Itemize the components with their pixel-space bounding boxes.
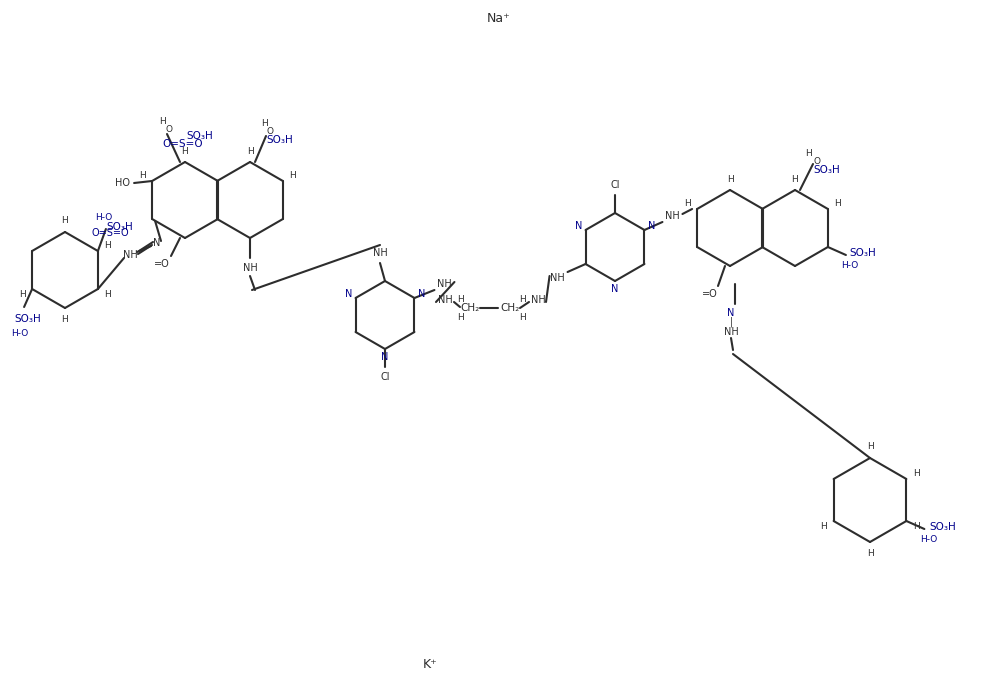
Text: NH: NH: [531, 295, 545, 305]
Text: H: H: [182, 147, 188, 156]
Text: H: H: [247, 147, 253, 156]
Text: O: O: [166, 125, 173, 134]
Text: H: H: [685, 199, 691, 208]
Text: N: N: [727, 308, 735, 318]
Text: H: H: [867, 549, 873, 559]
Text: NH: NH: [373, 248, 387, 258]
Text: O=S=O: O=S=O: [91, 228, 129, 238]
Text: H: H: [806, 149, 812, 158]
Text: H: H: [867, 442, 873, 451]
Text: |: |: [729, 316, 733, 327]
Text: H: H: [792, 175, 798, 184]
Text: N: N: [153, 238, 161, 248]
Text: =O: =O: [154, 259, 170, 269]
Text: SO₃H: SO₃H: [107, 222, 133, 232]
Text: H: H: [820, 522, 827, 531]
Text: H-O: H-O: [11, 329, 29, 338]
Text: SO₃H: SO₃H: [929, 522, 956, 532]
Text: H-O: H-O: [841, 261, 859, 269]
Text: NH: NH: [665, 211, 680, 221]
Text: SO₃H: SO₃H: [850, 248, 876, 258]
Text: H: H: [519, 312, 525, 321]
Text: NH: NH: [437, 279, 452, 289]
Text: N: N: [418, 288, 425, 299]
Text: H: H: [913, 469, 920, 477]
Text: H: H: [62, 216, 68, 225]
Text: H: H: [457, 312, 463, 321]
Text: N: N: [611, 284, 619, 295]
Text: N: N: [575, 221, 582, 231]
Text: H: H: [140, 171, 146, 180]
Text: Cl: Cl: [380, 372, 390, 382]
Text: =O: =O: [702, 289, 718, 299]
Text: H-O: H-O: [95, 213, 113, 222]
Text: H: H: [834, 199, 840, 208]
Text: NH: NH: [438, 295, 452, 305]
Text: H: H: [261, 119, 267, 128]
Text: H: H: [19, 291, 26, 299]
Text: Na⁺: Na⁺: [487, 12, 511, 25]
Text: H: H: [519, 295, 525, 303]
Text: CH₂: CH₂: [500, 303, 520, 313]
Text: Cl: Cl: [610, 180, 620, 190]
Text: H: H: [289, 171, 295, 180]
Text: N: N: [381, 353, 389, 363]
Text: H: H: [727, 175, 733, 184]
Text: K⁺: K⁺: [423, 657, 437, 670]
Text: N: N: [648, 221, 655, 231]
Text: N: N: [345, 288, 352, 299]
Text: O: O: [266, 128, 274, 136]
Text: H: H: [160, 117, 166, 126]
Text: SO₃H: SO₃H: [814, 165, 840, 175]
Text: H: H: [104, 291, 111, 299]
Text: SO₃H: SO₃H: [187, 131, 213, 141]
Text: NH: NH: [724, 327, 738, 337]
Text: NH: NH: [550, 273, 565, 283]
Text: H: H: [62, 315, 68, 324]
Text: O: O: [814, 158, 820, 166]
Text: H: H: [913, 522, 920, 531]
Text: NH: NH: [243, 263, 257, 273]
Text: SO₃H: SO₃H: [267, 135, 293, 145]
Text: HO: HO: [115, 178, 130, 188]
Text: SO₃H: SO₃H: [15, 314, 41, 324]
Text: CH₂: CH₂: [460, 303, 480, 313]
Text: H-O: H-O: [920, 535, 937, 544]
Text: H: H: [104, 241, 111, 250]
Text: O=S=O: O=S=O: [163, 139, 203, 149]
Text: NH: NH: [123, 250, 137, 260]
Text: H: H: [457, 295, 463, 303]
